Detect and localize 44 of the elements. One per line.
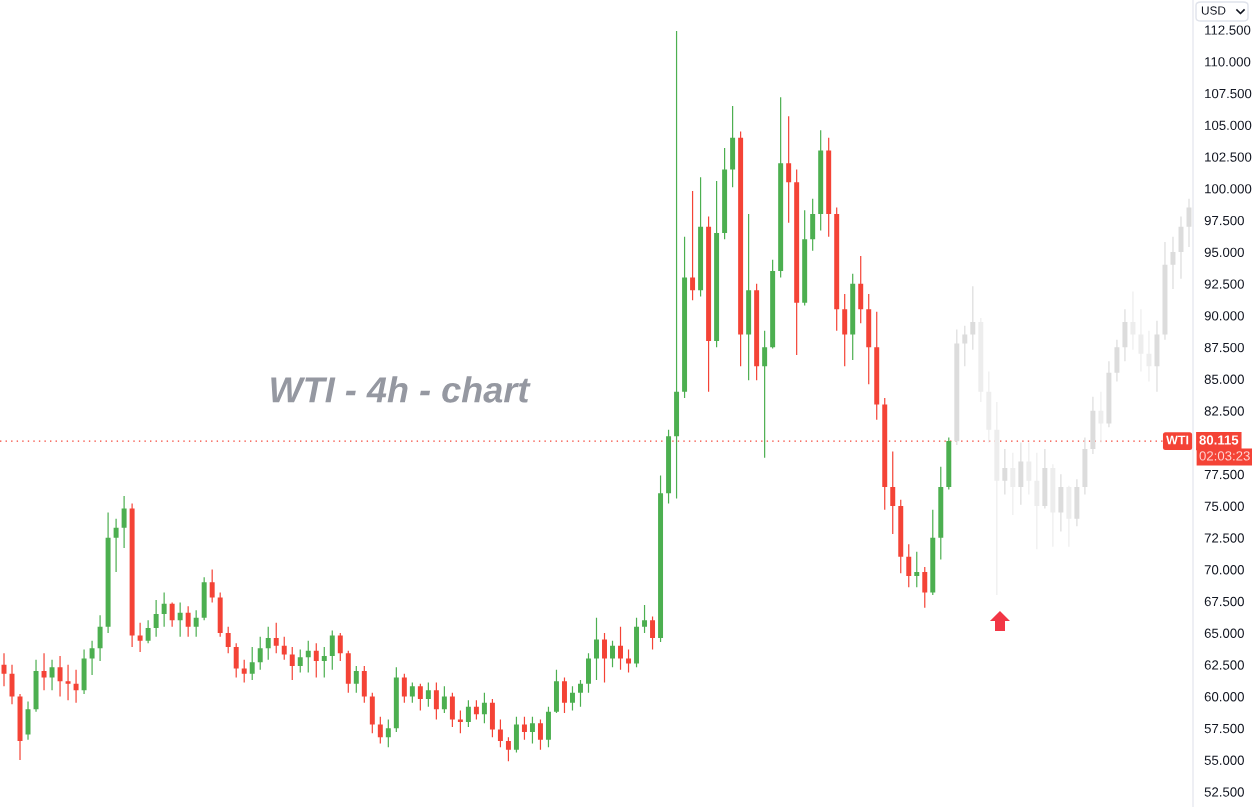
candlestick: [97, 615, 103, 661]
text: WTI - 4h - chart: [271, 376, 531, 403]
candlestick: [25, 701, 31, 740]
candlestick: [89, 640, 95, 675]
y-tick-label: 70.000: [1204, 565, 1244, 575]
y-tick-label: 85.000: [1204, 374, 1244, 384]
y-tick-label: 110.000: [1205, 57, 1251, 67]
candlestick: [49, 659, 55, 691]
y-tick-label: 100.000: [1205, 184, 1252, 194]
ref-line-label: 80.115: [1199, 435, 1239, 445]
text: 02:03:23: [1199, 451, 1250, 461]
annotation: WTI: [1166, 435, 1189, 445]
y-tick-label: 65.000: [1204, 628, 1244, 638]
y-tick-label: 57.500: [1204, 723, 1244, 734]
candlestick: [113, 518, 119, 573]
y-tick-label: 52.500: [1204, 787, 1244, 797]
candlestick: [41, 653, 47, 691]
y-tick-label: 105.000: [1205, 120, 1252, 130]
y-tick-label: 87.500: [1204, 342, 1244, 353]
candlestick: [1154, 320, 1160, 392]
candlestick: [57, 655, 63, 697]
candlestick: [1, 653, 7, 687]
candlestick: [1114, 339, 1120, 382]
y-tick-label: 62.500: [1204, 660, 1244, 670]
y-tick-label: 67.500: [1204, 596, 1244, 607]
candlestick: [1170, 236, 1176, 289]
candlestick: [1122, 309, 1128, 362]
y-tick-label: 55.000: [1204, 755, 1244, 765]
y-tick-label: 75.000: [1204, 501, 1244, 511]
y-tick-label: 72.500: [1204, 533, 1244, 543]
y-tick-label: 97.500: [1204, 215, 1244, 226]
candlestick: [73, 669, 79, 703]
y-tick-label: 102.500: [1205, 152, 1252, 162]
y-tick-label: 60.000: [1204, 692, 1244, 702]
text: USD: [1201, 6, 1226, 15]
y-tick-label: 112.500: [1205, 25, 1251, 35]
candlestick: [65, 664, 71, 701]
y-tick-label: 92.500: [1204, 279, 1244, 289]
y-tick-label: 107.500: [1205, 88, 1252, 99]
y-tick-label: 95.000: [1204, 247, 1244, 257]
y-tick-label: 90.000: [1204, 311, 1244, 321]
y-tick-label: 82.500: [1204, 406, 1244, 416]
y-tick-label: 77.500: [1204, 469, 1244, 480]
candlestick: [1098, 391, 1104, 443]
